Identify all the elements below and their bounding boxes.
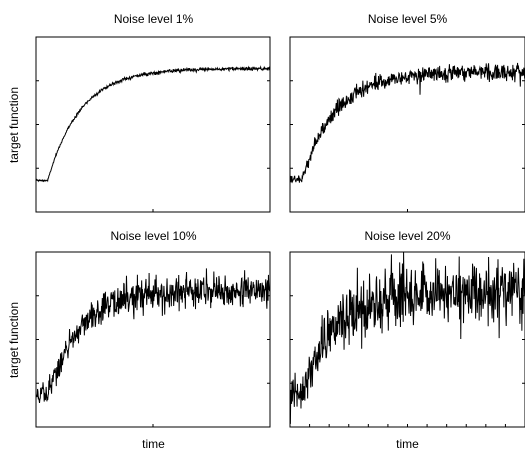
panel-3 [35, 251, 271, 428]
chart-title: Noise level 1% [113, 12, 194, 26]
series-line [289, 62, 525, 184]
x-axis-label: time [396, 437, 419, 451]
chart-title: Noise level 10% [110, 229, 197, 243]
series-line [35, 65, 271, 183]
panel-2 [289, 36, 525, 213]
chart-title: Noise level 5% [367, 12, 448, 26]
chart-title: Noise level 20% [364, 229, 451, 243]
series-line [35, 268, 271, 403]
x-axis-label: time [142, 437, 165, 451]
series-line [289, 251, 525, 424]
panel-4 [289, 251, 525, 428]
panel-1 [35, 36, 271, 213]
plot-frame [35, 36, 271, 213]
